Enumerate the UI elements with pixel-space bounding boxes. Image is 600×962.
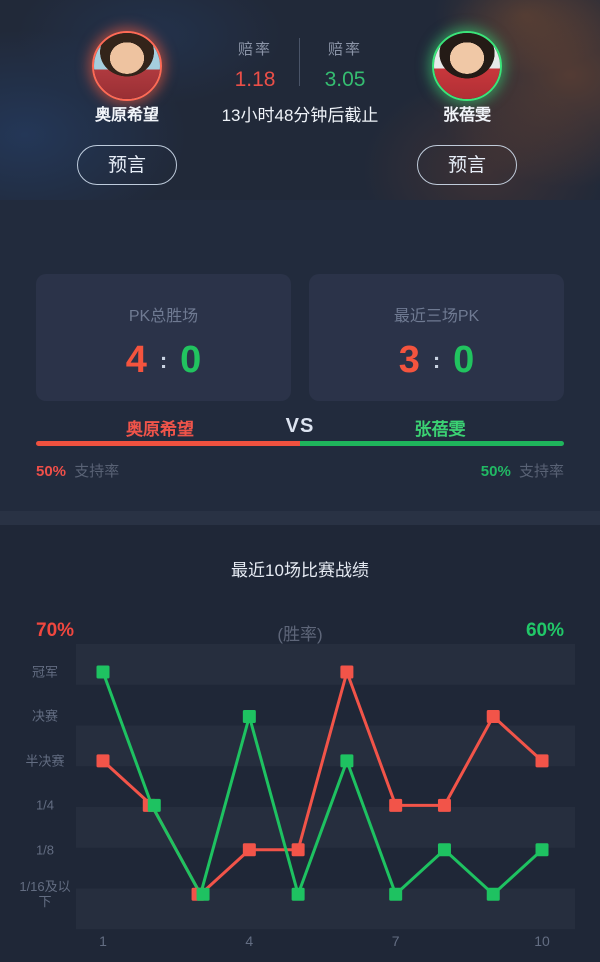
data-point-red[interactable]: [486, 709, 500, 723]
left-win-rate: 70%: [36, 620, 75, 641]
match-header: 奥原希望 张蓓雯 赔率 1.18 赔率 3.05 13小时48分钟后截止 预言 …: [0, 0, 600, 200]
right-win-rate: 60%: [525, 620, 564, 641]
data-point-green[interactable]: [147, 798, 161, 812]
score-colon: :: [159, 347, 168, 373]
deadline-countdown: 13小时48分钟后截止: [221, 106, 379, 125]
right-player-name: 张蓓雯: [442, 107, 491, 124]
data-point-red[interactable]: [535, 754, 549, 768]
data-point-green[interactable]: [291, 887, 305, 901]
section-divider: [0, 511, 600, 525]
series-line-red: [101, 667, 544, 897]
data-point-green[interactable]: [196, 887, 210, 901]
left-odds-value: 1.18: [234, 68, 276, 91]
left-player-photo: [94, 33, 160, 99]
series-line-green: [101, 671, 544, 900]
chart-title: 最近10场比赛战绩: [231, 561, 369, 580]
data-point-green[interactable]: [486, 887, 500, 901]
left-player-name: 奥原希望: [94, 107, 159, 124]
pk-total-card: PK总胜场 4 : 0: [36, 274, 291, 401]
recent-three-title: 最近三场PK: [393, 308, 480, 325]
recent-three-left-score: 3: [398, 339, 420, 381]
pk-total-title: PK总胜场: [128, 308, 199, 325]
data-point-green[interactable]: [389, 887, 403, 901]
chart-subtitle: (胜率): [277, 625, 323, 644]
data-point-green[interactable]: [437, 843, 451, 857]
versus-left-name: 奥原希望: [126, 420, 194, 439]
versus-row: 奥原希望 VS 张蓓雯: [0, 415, 600, 439]
pk-total-score: 4 : 0: [36, 339, 291, 382]
odds-block: 赔率 1.18 赔率 3.05: [210, 38, 390, 92]
predict-right-button[interactable]: 预言: [417, 145, 517, 185]
data-point-green[interactable]: [340, 754, 354, 768]
support-bar-green: [300, 441, 564, 446]
pk-total-left-score: 4: [125, 339, 147, 381]
right-player-avatar[interactable]: [432, 31, 502, 101]
support-bar-red: [36, 441, 300, 446]
odds-divider: [299, 38, 300, 86]
right-odds-label: 赔率: [327, 41, 362, 58]
data-point-red[interactable]: [96, 754, 110, 768]
versus-label: VS: [285, 415, 315, 437]
data-point-red[interactable]: [389, 798, 403, 812]
data-point-green[interactable]: [242, 709, 256, 723]
predict-left-button[interactable]: 预言: [77, 145, 177, 185]
pk-total-right-score: 0: [180, 339, 202, 381]
results-line-chart: [76, 644, 575, 930]
recent-three-right-score: 0: [453, 339, 475, 381]
right-support-label: 支持率: [518, 463, 564, 480]
chart-row-band: [76, 889, 575, 930]
versus-right-name: 张蓓雯: [414, 420, 466, 439]
support-rate-labels: 50% 支持率 50% 支持率: [36, 460, 564, 481]
data-point-red[interactable]: [291, 843, 305, 857]
chart-row-band: [76, 807, 575, 848]
left-player-avatar[interactable]: [92, 31, 162, 101]
support-rate-bar: [36, 441, 564, 446]
head-to-head-section: 奥原希望 VS 张蓓雯 PK总胜场 4 : 0 最近三场PK 3 : 0: [0, 200, 600, 511]
data-point-red[interactable]: [437, 798, 451, 812]
right-player-photo: [434, 33, 500, 99]
right-odds-value: 3.05: [324, 68, 366, 91]
recent-three-score: 3 : 0: [309, 339, 564, 382]
left-support-label: 支持率: [74, 463, 120, 480]
right-support-percent: 50%: [480, 463, 511, 480]
score-colon: :: [432, 347, 441, 373]
data-point-green[interactable]: [535, 843, 549, 857]
left-odds-label: 赔率: [237, 41, 272, 58]
data-point-green[interactable]: [96, 665, 110, 679]
chart-row-band: [76, 644, 575, 685]
data-point-red[interactable]: [242, 843, 256, 857]
data-point-red[interactable]: [340, 665, 354, 679]
left-support-percent: 50%: [36, 463, 67, 480]
recent-three-card: 最近三场PK 3 : 0: [309, 274, 564, 401]
chart-subheader: 70% (胜率) 60%: [0, 620, 600, 644]
